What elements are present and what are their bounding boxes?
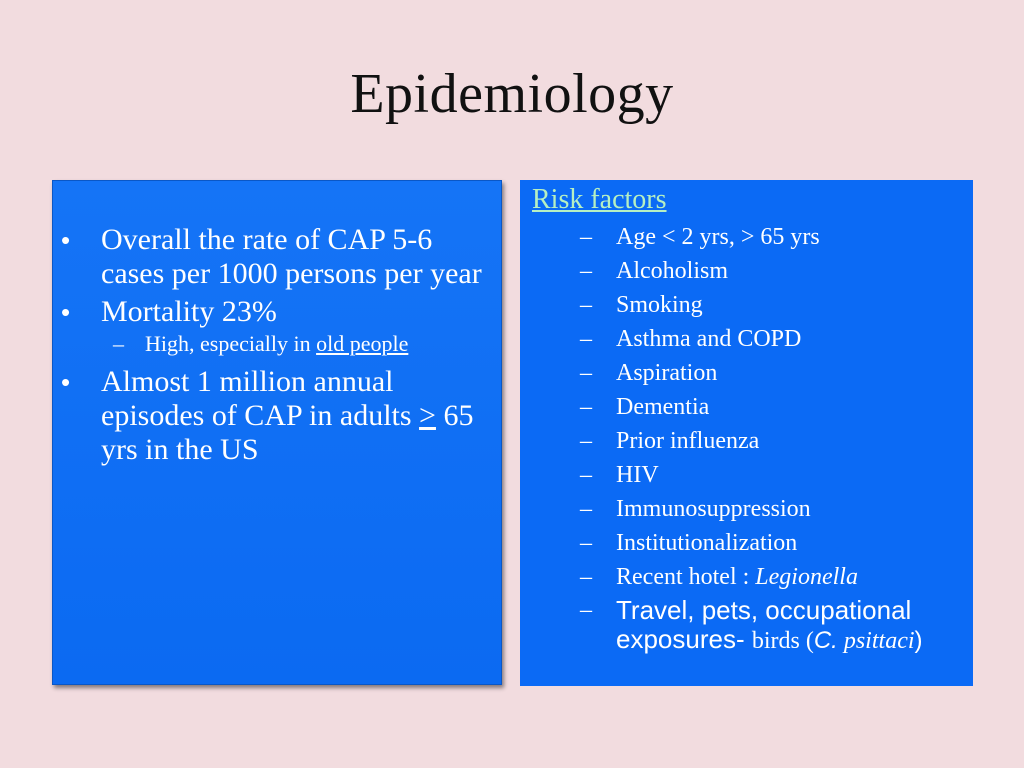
dash-glyph: – xyxy=(580,597,592,623)
risk-factor-text: Immunosuppression xyxy=(616,496,811,522)
right-content-box: Risk factors – Age < 2 yrs, > 65 yrs – Alc… xyxy=(520,180,973,686)
risk-factor-text: HIV xyxy=(616,462,659,488)
risk-factor-text: Aspiration xyxy=(616,360,718,386)
dash-glyph: – xyxy=(580,496,592,522)
sub-bullet-prefix: High, especially in xyxy=(145,331,317,356)
dash-glyph: – xyxy=(580,326,592,352)
bullet-episodes-tail: 65 yrs in the US xyxy=(101,399,474,466)
travel-close-paren: ) xyxy=(914,627,923,654)
risk-factor-item: – Aspiration xyxy=(580,356,960,390)
risk-factor-item: – Age < 2 yrs, > 65 yrs xyxy=(580,220,960,254)
left-content-box: • Overall the rate of CAP 5-6 cases per … xyxy=(52,180,502,685)
risk-factors-heading[interactable]: Risk factors xyxy=(532,184,667,215)
dash-glyph: – xyxy=(580,462,592,488)
travel-psittaci: psittaci xyxy=(837,628,915,654)
legionella-text: Legionella xyxy=(755,564,858,590)
risk-factor-item: – Immunosuppression xyxy=(580,492,960,526)
old-people-link[interactable]: old people xyxy=(316,331,409,356)
hotel-prefix: Recent hotel : xyxy=(616,564,756,590)
dash-glyph: – xyxy=(580,292,592,318)
sub-bullet-high: – High, especially in old people xyxy=(53,329,503,359)
risk-factor-item: – Institutionalization xyxy=(580,526,960,560)
bullet-episodes-text: Almost 1 million annual episodes of CAP … xyxy=(101,365,420,432)
dash-glyph: – xyxy=(113,331,124,356)
travel-c-abbrev: C. xyxy=(813,627,838,654)
gte-symbol: > xyxy=(419,399,436,432)
slide-title: Epidemiology xyxy=(350,63,674,125)
risk-factor-text: Prior influenza xyxy=(616,428,760,454)
risk-factors-list: – Age < 2 yrs, > 65 yrs – Alcoholism – Smok… xyxy=(580,220,960,655)
bullet-cap-rate: • Overall the rate of CAP 5-6 cases per … xyxy=(53,223,503,291)
dash-glyph: – xyxy=(580,394,592,420)
dash-glyph: – xyxy=(580,564,592,590)
risk-factor-item: – Smoking xyxy=(580,288,960,322)
dash-glyph: – xyxy=(580,224,592,250)
dash-glyph: – xyxy=(580,258,592,284)
risk-factor-text: Smoking xyxy=(616,292,703,318)
risk-factor-text: Asthma and COPD xyxy=(616,326,802,352)
bullet-episodes: • Almost 1 million annual episodes of CA… xyxy=(53,365,503,467)
risk-factor-text: Alcoholism xyxy=(616,258,728,284)
left-bullet-list: • Overall the rate of CAP 5-6 cases per … xyxy=(53,223,503,467)
bullet-mortality-text: Mortality 23% xyxy=(101,295,277,328)
bullet-glyph: • xyxy=(61,367,71,397)
dash-glyph: – xyxy=(580,530,592,556)
travel-birds: birds ( xyxy=(751,628,814,654)
risk-factor-text: Age < 2 yrs, > 65 yrs xyxy=(616,224,820,250)
bullet-glyph: • xyxy=(61,225,71,255)
risk-factor-travel: – Travel, pets, occupational exposures- … xyxy=(580,597,960,655)
risk-factor-item: – Alcoholism xyxy=(580,254,960,288)
dash-glyph: – xyxy=(580,360,592,386)
risk-factor-item: – HIV xyxy=(580,458,960,492)
bullet-glyph: • xyxy=(61,297,71,327)
bullet-mortality: • Mortality 23% xyxy=(53,295,503,329)
dash-glyph: – xyxy=(580,428,592,454)
risk-factor-item: – Asthma and COPD xyxy=(580,322,960,356)
travel-line-1: Travel, pets, occupational xyxy=(616,595,912,625)
bullet-cap-rate-text: Overall the rate of CAP 5-6 cases per 10… xyxy=(101,223,482,290)
risk-factor-text: Dementia xyxy=(616,394,710,420)
risk-factor-text: Institutionalization xyxy=(616,530,798,556)
risk-factor-item: – Dementia xyxy=(580,390,960,424)
risk-factor-hotel: – Recent hotel : Legionella xyxy=(580,560,960,594)
travel-exposures: exposures- xyxy=(616,624,752,654)
risk-factor-item: – Prior influenza xyxy=(580,424,960,458)
